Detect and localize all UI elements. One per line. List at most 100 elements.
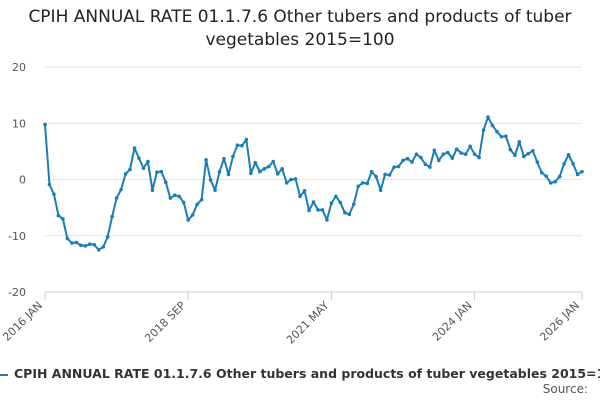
data-point[interactable] [240, 143, 244, 148]
data-point[interactable] [454, 147, 459, 151]
data-point[interactable] [378, 188, 383, 192]
data-point[interactable] [334, 194, 338, 199]
data-point[interactable] [235, 143, 240, 147]
data-point[interactable] [423, 162, 428, 167]
data-point[interactable] [137, 156, 141, 160]
data-point[interactable] [110, 214, 114, 219]
data-point[interactable] [410, 160, 414, 164]
data-point[interactable] [360, 181, 365, 185]
data-point[interactable] [481, 128, 486, 132]
data-point[interactable] [571, 161, 575, 166]
data-point[interactable] [486, 115, 490, 119]
data-point[interactable] [557, 174, 562, 179]
data-point[interactable] [553, 179, 557, 184]
data-point[interactable] [325, 218, 329, 222]
data-point[interactable] [499, 134, 504, 139]
data-point[interactable] [562, 161, 566, 166]
data-point[interactable] [548, 181, 553, 185]
data-point[interactable] [253, 160, 258, 165]
data-point[interactable] [87, 242, 92, 246]
data-point[interactable] [575, 172, 580, 177]
data-point[interactable] [231, 154, 235, 159]
data-point[interactable] [311, 200, 316, 204]
data-point[interactable] [401, 158, 405, 163]
data-point[interactable] [428, 165, 432, 169]
data-point[interactable] [249, 171, 253, 176]
data-point[interactable] [356, 184, 361, 189]
data-point[interactable] [298, 194, 302, 199]
data-point[interactable] [517, 140, 522, 144]
data-point[interactable] [365, 181, 370, 186]
data-point[interactable] [284, 181, 289, 185]
data-point[interactable] [351, 202, 356, 207]
data-point[interactable] [61, 217, 65, 221]
data-point[interactable] [217, 169, 222, 174]
data-point[interactable] [347, 212, 352, 217]
data-point[interactable] [204, 158, 208, 162]
data-point[interactable] [280, 167, 284, 171]
data-point[interactable] [96, 248, 101, 252]
data-point[interactable] [114, 196, 119, 200]
data-point[interactable] [275, 172, 280, 176]
data-point[interactable] [123, 172, 128, 176]
data-point[interactable] [504, 134, 508, 138]
data-point[interactable] [320, 208, 325, 212]
data-point[interactable] [83, 244, 88, 248]
data-point[interactable] [414, 152, 419, 156]
data-point[interactable] [441, 152, 446, 156]
data-point[interactable] [79, 243, 83, 248]
data-point[interactable] [530, 149, 535, 153]
data-point[interactable] [477, 155, 481, 160]
data-point[interactable] [580, 169, 584, 174]
data-point[interactable] [141, 166, 146, 171]
data-point[interactable] [177, 194, 182, 199]
data-point[interactable] [463, 152, 468, 156]
data-point[interactable] [526, 151, 531, 156]
data-point[interactable] [101, 245, 105, 249]
data-point[interactable] [343, 210, 347, 215]
data-point[interactable] [445, 150, 450, 155]
data-point[interactable] [244, 137, 249, 142]
data-point[interactable] [172, 193, 177, 198]
data-point[interactable] [405, 156, 410, 161]
data-point[interactable] [168, 196, 173, 200]
data-point[interactable] [566, 152, 571, 157]
data-point[interactable] [450, 156, 455, 160]
data-point[interactable] [544, 174, 548, 178]
data-point[interactable] [226, 172, 231, 177]
data-point[interactable] [535, 160, 540, 164]
data-point[interactable] [522, 154, 526, 159]
data-point[interactable] [159, 169, 164, 174]
data-point[interactable] [468, 144, 472, 149]
data-point[interactable] [105, 235, 110, 239]
data-point[interactable] [132, 146, 137, 150]
data-point[interactable] [119, 187, 123, 192]
data-point[interactable] [266, 164, 271, 169]
data-point[interactable] [302, 188, 307, 193]
data-point[interactable] [213, 188, 217, 192]
data-point[interactable] [43, 122, 47, 127]
data-point[interactable] [262, 167, 267, 171]
data-point[interactable] [374, 174, 378, 179]
data-point[interactable] [52, 192, 56, 196]
data-point[interactable] [150, 188, 155, 192]
data-point[interactable] [369, 169, 374, 174]
data-point[interactable] [155, 170, 159, 174]
data-point[interactable] [508, 147, 513, 152]
data-point[interactable] [199, 197, 204, 202]
data-point[interactable] [70, 241, 74, 245]
data-point[interactable] [128, 167, 132, 172]
data-point[interactable] [513, 153, 517, 158]
data-point[interactable] [539, 170, 544, 175]
data-point[interactable] [186, 218, 190, 222]
data-point[interactable] [146, 159, 150, 164]
data-point[interactable] [329, 201, 334, 205]
data-point[interactable] [387, 173, 392, 177]
data-point[interactable] [164, 180, 168, 185]
data-point[interactable] [338, 200, 343, 205]
data-point[interactable] [271, 159, 276, 164]
data-point[interactable] [472, 152, 477, 156]
data-point[interactable] [383, 172, 387, 177]
data-point[interactable] [495, 129, 499, 134]
data-point[interactable] [289, 177, 293, 182]
